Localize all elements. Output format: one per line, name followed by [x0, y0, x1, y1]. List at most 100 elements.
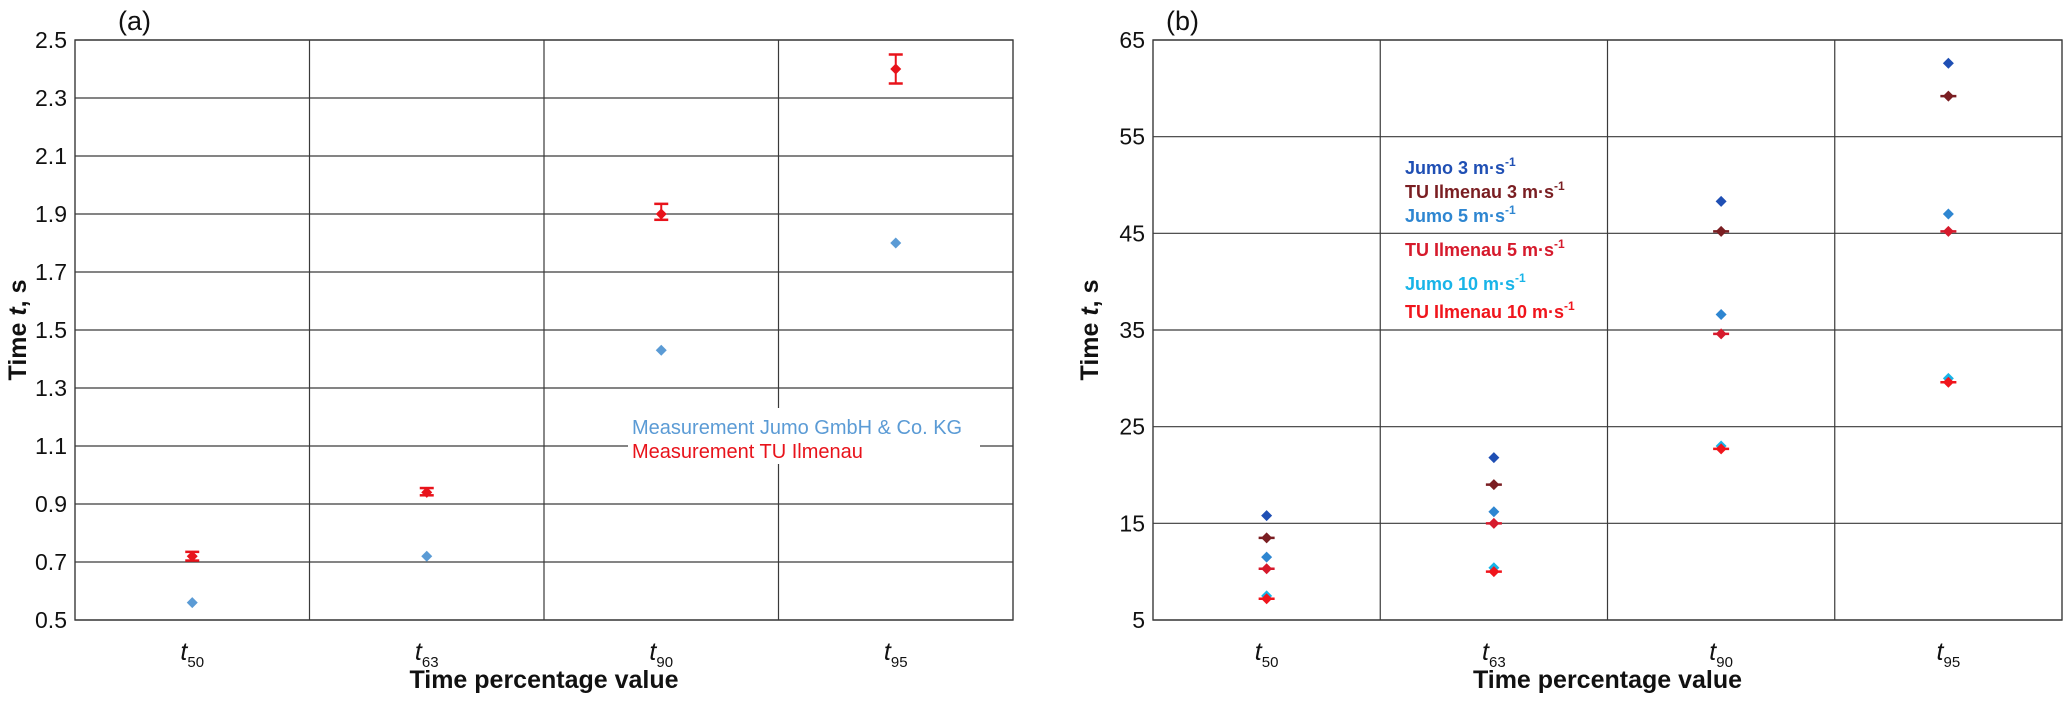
data-point-1-3-2	[1715, 328, 1727, 340]
data-point-0-1-3	[890, 63, 902, 75]
y-axis-label-prefix-1: Time	[1076, 316, 1104, 381]
panel-label-1: (b)	[1166, 6, 1199, 36]
x-tick-base-0-3: t	[884, 638, 892, 666]
data-point-1-5-1	[1488, 566, 1500, 578]
x-tick-sub-1-2: 90	[1716, 654, 1733, 671]
y-tick-label-0-6: 1.7	[35, 259, 67, 285]
x-tick-label-1-1: t63	[1482, 638, 1506, 671]
x-tick-base-0-1: t	[415, 638, 423, 666]
y-axis-label-prefix-0: Time	[4, 316, 32, 381]
data-point-0-0-2	[655, 344, 667, 356]
x-tick-base-0-2: t	[649, 638, 657, 666]
y-tick-label-1-2: 25	[1119, 414, 1145, 440]
x-tick-sub-1-1: 63	[1489, 654, 1506, 671]
y-axis-label-0: Time t, s	[4, 280, 32, 381]
x-tick-label-1-2: t90	[1709, 638, 1733, 671]
legend-item-1-2-name: Jumo 5 m·s	[1405, 206, 1505, 226]
data-point-1-2-0	[1261, 551, 1273, 563]
y-tick-label-1-0: 5	[1132, 607, 1145, 633]
x-tick-label-1-3: t95	[1937, 638, 1961, 671]
legend-item-1-0: Jumo 3 m·s-1	[1405, 155, 1516, 178]
y-tick-label-1-1: 15	[1119, 510, 1145, 536]
x-tick-label-0-2: t90	[649, 638, 673, 671]
data-point-1-0-1	[1488, 452, 1500, 464]
legend-item-1-1: TU Ilmenau 3 m·s-1	[1405, 179, 1565, 202]
y-axis-label-1: Time t, s	[1076, 280, 1104, 381]
x-tick-sub-1-0: 50	[1262, 654, 1279, 671]
x-tick-sub-0-0: 50	[187, 654, 204, 671]
x-tick-label-0-3: t95	[884, 638, 908, 671]
y-tick-label-0-4: 1.3	[35, 375, 67, 401]
legend-item-1-3: TU Ilmenau 5 m·s-1	[1405, 237, 1565, 260]
data-point-0-1-2	[655, 208, 667, 220]
x-tick-base-1-1: t	[1482, 638, 1490, 666]
data-point-1-1-1	[1488, 479, 1500, 491]
y-tick-label-0-10: 2.5	[35, 27, 67, 53]
legend-item-1-2-exp: -1	[1505, 203, 1516, 217]
data-point-1-2-1	[1488, 506, 1500, 518]
data-point-1-2-3	[1942, 208, 1954, 220]
data-point-1-3-1	[1488, 517, 1500, 529]
y-tick-label-1-5: 55	[1119, 124, 1145, 150]
legend-item-1-0-name: Jumo 3 m·s	[1405, 158, 1505, 178]
x-axis-label-0: Time percentage value	[409, 666, 678, 694]
panel-label-0: (a)	[118, 6, 151, 36]
legend-item-1-4-exp: -1	[1515, 271, 1526, 285]
data-point-0-0-1	[421, 550, 433, 562]
legend-item-1-1-name: TU Ilmenau 3 m·s	[1405, 182, 1554, 202]
x-tick-sub-1-3: 95	[1944, 654, 1961, 671]
data-point-0-1-0	[186, 550, 198, 562]
data-point-0-0-0	[186, 597, 198, 609]
y-axis-label-var-1: t	[1076, 306, 1104, 316]
data-point-1-2-2	[1715, 309, 1727, 321]
x-tick-sub-0-3: 95	[891, 654, 908, 671]
data-point-1-3-3	[1942, 225, 1954, 237]
legend-item-0-0: Measurement Jumo GmbH & Co. KG	[632, 417, 962, 439]
y-tick-label-0-9: 2.3	[35, 85, 67, 111]
data-point-1-1-3	[1942, 90, 1954, 102]
y-axis-label-var-0: t	[4, 306, 32, 316]
x-tick-base-1-2: t	[1709, 638, 1717, 666]
legend-item-0-1: Measurement TU Ilmenau	[632, 441, 863, 463]
y-tick-label-0-1: 0.7	[35, 549, 67, 575]
plot-frame-0	[74, 39, 1014, 621]
legend-item-1-0-exp: -1	[1505, 155, 1516, 169]
x-tick-base-1-0: t	[1255, 638, 1263, 666]
y-tick-label-1-3: 35	[1119, 317, 1145, 343]
data-point-1-3-0	[1261, 563, 1273, 575]
x-tick-label-0-1: t63	[415, 638, 439, 671]
x-tick-label-1-0: t50	[1255, 638, 1279, 671]
y-axis-label-suffix-0: , s	[4, 280, 32, 308]
data-point-1-5-2	[1715, 443, 1727, 455]
x-tick-base-1-3: t	[1937, 638, 1945, 666]
data-point-1-5-0	[1261, 593, 1273, 605]
data-point-1-0-0	[1261, 510, 1273, 522]
data-point-0-0-3	[890, 237, 902, 249]
data-point-1-1-2	[1715, 225, 1727, 237]
data-point-1-0-2	[1715, 195, 1727, 207]
legend-item-1-2: Jumo 5 m·s-1	[1405, 203, 1516, 226]
legend-item-1-5-exp: -1	[1564, 299, 1575, 313]
legend-item-1-5-name: TU Ilmenau 10 m·s	[1405, 302, 1564, 322]
x-tick-sub-0-2: 90	[656, 654, 673, 671]
x-tick-label-0-0: t50	[180, 638, 204, 671]
y-tick-label-0-7: 1.9	[35, 201, 67, 227]
x-tick-sub-0-1: 63	[422, 654, 439, 671]
x-tick-base-0-0: t	[180, 638, 188, 666]
data-point-1-5-3	[1942, 376, 1954, 388]
legend-box-0	[628, 408, 980, 464]
plot-frame-1	[1152, 39, 2063, 621]
legend-item-1-5: TU Ilmenau 10 m·s-1	[1405, 299, 1575, 322]
y-tick-label-1-6: 65	[1119, 27, 1145, 53]
y-tick-label-0-5: 1.5	[35, 317, 67, 343]
data-point-1-1-0	[1261, 532, 1273, 544]
y-tick-label-0-2: 0.9	[35, 491, 67, 517]
legend-item-1-4: Jumo 10 m·s-1	[1405, 271, 1526, 294]
data-point-0-1-1	[421, 486, 433, 498]
y-tick-label-0-0: 0.5	[35, 607, 67, 633]
x-axis-label-1: Time percentage value	[1473, 666, 1742, 694]
y-axis-label-suffix-1: , s	[1076, 280, 1104, 308]
y-tick-label-0-3: 1.1	[35, 433, 67, 459]
